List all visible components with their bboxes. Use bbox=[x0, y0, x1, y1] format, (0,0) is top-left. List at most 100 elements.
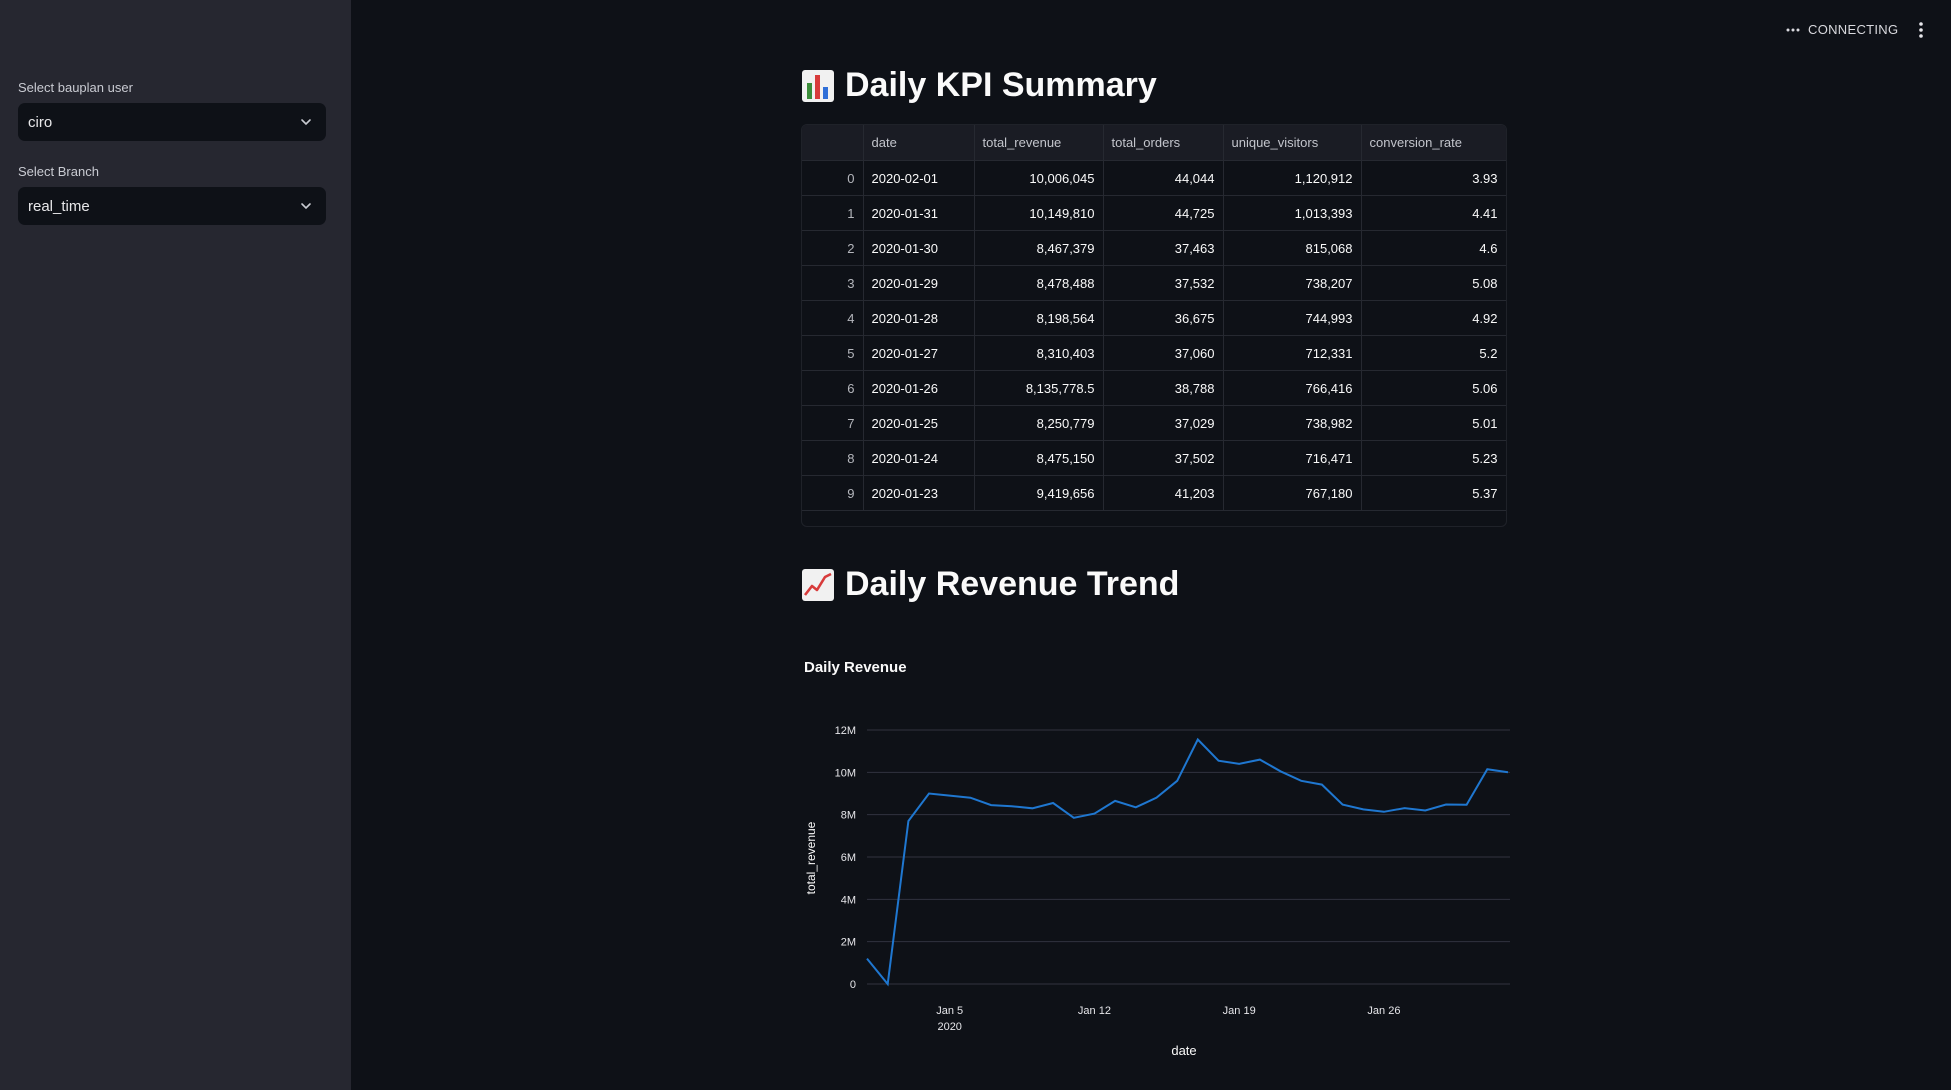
table-cell: 8,310,403 bbox=[974, 335, 1104, 371]
table-cell: 1,013,393 bbox=[1223, 195, 1362, 231]
table-row[interactable]: 7 2020-01-25 8,250,779 37,029 738,982 5.01 bbox=[802, 405, 1506, 441]
connection-status-text: CONNECTING bbox=[1808, 22, 1899, 37]
table-cell: 1,120,912 bbox=[1223, 160, 1362, 196]
table-cell: 738,982 bbox=[1223, 405, 1362, 441]
row-index-cell: 7 bbox=[802, 405, 864, 441]
row-index-cell: 6 bbox=[802, 370, 864, 406]
table-cell: 5.37 bbox=[1361, 475, 1506, 511]
branch-select-value: real_time bbox=[28, 197, 90, 215]
y-tick-label: 12M bbox=[835, 725, 856, 737]
column-header-unique-visitors[interactable]: unique_visitors bbox=[1223, 125, 1362, 161]
table-row[interactable]: 5 2020-01-27 8,310,403 37,060 712,331 5.2 bbox=[802, 335, 1506, 371]
table-row[interactable]: 2 2020-01-30 8,467,379 37,463 815,068 4.6 bbox=[802, 230, 1506, 266]
table-cell: 2020-01-30 bbox=[863, 230, 975, 266]
column-header-total-revenue[interactable]: total_revenue bbox=[974, 125, 1104, 161]
table-cell: 10,006,045 bbox=[974, 160, 1104, 196]
column-header-conversion-rate[interactable]: conversion_rate bbox=[1361, 125, 1506, 161]
row-index-cell: 2 bbox=[802, 230, 864, 266]
branch-select[interactable]: real_time bbox=[18, 187, 326, 225]
y-tick-label: 8M bbox=[841, 810, 856, 822]
kpi-table[interactable]: date total_revenue total_orders unique_v… bbox=[801, 124, 1507, 527]
table-row[interactable]: 0 2020-02-01 10,006,045 44,044 1,120,912 3.93 bbox=[802, 160, 1506, 196]
column-header-total-orders[interactable]: total_orders bbox=[1103, 125, 1224, 161]
table-cell: 41,203 bbox=[1103, 475, 1224, 511]
table-row[interactable]: 9 2020-01-23 9,419,656 41,203 767,180 5.37 bbox=[802, 475, 1506, 511]
sidebar: Select bauplan user ciro Select Branch r… bbox=[0, 0, 351, 1090]
x-tick-label: Jan 19 bbox=[1223, 1005, 1256, 1017]
x-tick-label: Jan 12 bbox=[1078, 1005, 1111, 1017]
table-cell: 8,467,379 bbox=[974, 230, 1104, 266]
series-line-total-revenue bbox=[866, 737, 1509, 987]
revenue-line-chart[interactable]: 0 2M 4M 6M 8M 10M 12M Jan 5 2020 Jan 12 Jan 19 Jan… bbox=[800, 700, 1510, 1070]
column-header-index[interactable] bbox=[802, 125, 864, 161]
table-cell: 2020-01-25 bbox=[863, 405, 975, 441]
table-cell: 2020-01-27 bbox=[863, 335, 975, 371]
kpi-heading: Daily KPI Summary bbox=[801, 66, 1157, 105]
bar-chart-emoji-icon bbox=[802, 69, 834, 102]
table-row[interactable]: 3 2020-01-29 8,478,488 37,532 738,207 5.08 bbox=[802, 265, 1506, 301]
table-cell: 8,198,564 bbox=[974, 300, 1104, 336]
chart-increasing-emoji-icon bbox=[802, 568, 834, 601]
y-tick-label: 0 bbox=[850, 979, 856, 991]
table-cell: 738,207 bbox=[1223, 265, 1362, 301]
table-cell: 2020-01-23 bbox=[863, 475, 975, 511]
table-row[interactable]: 4 2020-01-28 8,198,564 36,675 744,993 4.92 bbox=[802, 300, 1506, 336]
x-tick-label: Jan 26 bbox=[1367, 1005, 1400, 1017]
table-cell: 2020-02-01 bbox=[863, 160, 975, 196]
table-cell: 2020-01-28 bbox=[863, 300, 975, 336]
kpi-title: Daily KPI Summary bbox=[845, 66, 1157, 104]
y-tick-label: 4M bbox=[841, 894, 856, 906]
chevron-down-icon bbox=[301, 203, 311, 210]
table-cell: 5.23 bbox=[1361, 440, 1506, 476]
table-cell: 37,060 bbox=[1103, 335, 1224, 371]
table-cell: 766,416 bbox=[1223, 370, 1362, 406]
row-index-cell: 4 bbox=[802, 300, 864, 336]
table-cell: 815,068 bbox=[1223, 230, 1362, 266]
table-cell: 2020-01-31 bbox=[863, 195, 975, 231]
row-index-cell: 3 bbox=[802, 265, 864, 301]
table-cell: 9,419,656 bbox=[974, 475, 1104, 511]
table-cell: 5.01 bbox=[1361, 405, 1506, 441]
table-cell: 8,250,779 bbox=[974, 405, 1104, 441]
x-axis-label: date bbox=[1171, 1043, 1196, 1058]
table-cell: 2020-01-24 bbox=[863, 440, 975, 476]
kebab-menu-icon[interactable] bbox=[1914, 20, 1928, 40]
x-tick-label: Jan 5 bbox=[936, 1005, 963, 1017]
table-cell: 37,463 bbox=[1103, 230, 1224, 266]
table-cell: 744,993 bbox=[1223, 300, 1362, 336]
trend-title: Daily Revenue Trend bbox=[845, 565, 1180, 603]
branch-select-label: Select Branch bbox=[18, 164, 99, 179]
table-row[interactable]: 8 2020-01-24 8,475,150 37,502 716,471 5.23 bbox=[802, 440, 1506, 476]
table-cell: 2020-01-26 bbox=[863, 370, 975, 406]
ellipsis-icon bbox=[1786, 28, 1800, 31]
chevron-down-icon bbox=[301, 119, 311, 126]
x-tick-sublabel: 2020 bbox=[937, 1021, 961, 1033]
table-row[interactable]: 1 2020-01-31 10,149,810 44,725 1,013,393 4.41 bbox=[802, 195, 1506, 231]
table-cell: 8,135,778.5 bbox=[974, 370, 1104, 406]
table-cell: 767,180 bbox=[1223, 475, 1362, 511]
user-select[interactable]: ciro bbox=[18, 103, 326, 141]
table-cell: 4.92 bbox=[1361, 300, 1506, 336]
chart-title: Daily Revenue bbox=[804, 659, 907, 676]
table-cell: 44,725 bbox=[1103, 195, 1224, 231]
row-index-cell: 0 bbox=[802, 160, 864, 196]
table-cell: 38,788 bbox=[1103, 370, 1224, 406]
row-index-cell: 5 bbox=[802, 335, 864, 371]
table-cell: 36,675 bbox=[1103, 300, 1224, 336]
table-cell: 44,044 bbox=[1103, 160, 1224, 196]
y-tick-label: 6M bbox=[841, 852, 856, 864]
y-tick-label: 2M bbox=[841, 937, 856, 949]
table-cell: 37,502 bbox=[1103, 440, 1224, 476]
user-select-value: ciro bbox=[28, 113, 53, 131]
user-select-label: Select bauplan user bbox=[18, 80, 133, 95]
table-cell: 712,331 bbox=[1223, 335, 1362, 371]
table-header-row: date total_revenue total_orders unique_v… bbox=[802, 125, 1506, 161]
row-index-cell: 8 bbox=[802, 440, 864, 476]
table-cell: 37,029 bbox=[1103, 405, 1224, 441]
table-row[interactable]: 6 2020-01-26 8,135,778.5 38,788 766,416 5.06 bbox=[802, 370, 1506, 406]
table-cell: 10,149,810 bbox=[974, 195, 1104, 231]
y-tick-label: 10M bbox=[835, 767, 856, 779]
column-header-date[interactable]: date bbox=[863, 125, 975, 161]
table-cell: 8,478,488 bbox=[974, 265, 1104, 301]
row-index-cell: 1 bbox=[802, 195, 864, 231]
